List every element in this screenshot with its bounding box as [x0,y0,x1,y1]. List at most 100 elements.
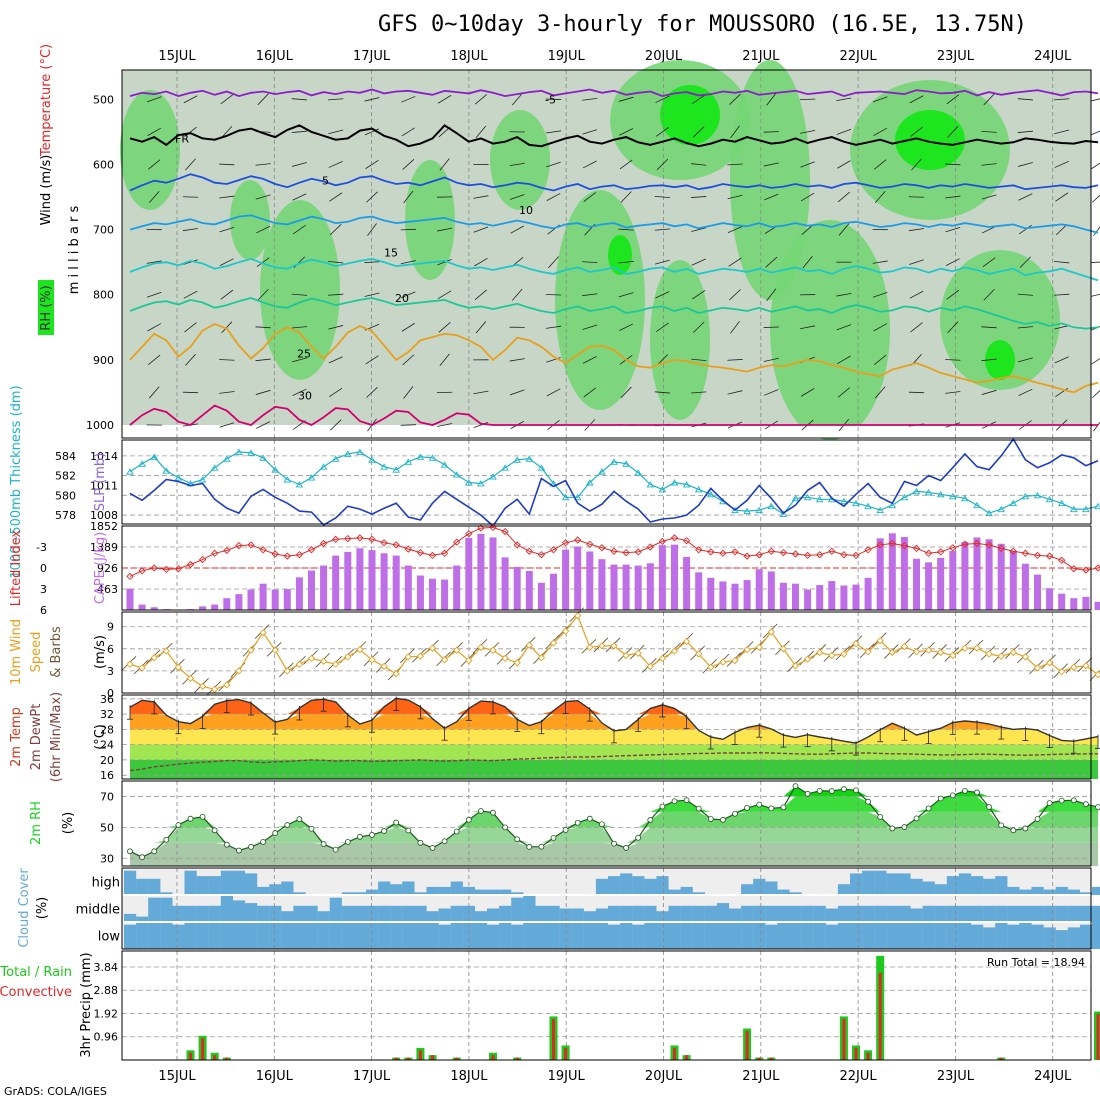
cloud-cell [886,922,898,949]
cloud-cell [402,882,414,896]
cloud-cell [572,922,584,949]
cloud-cell [596,879,608,895]
rh-marker [866,799,871,804]
temperature-band [130,745,1098,760]
cloud-cell [1056,887,1068,895]
cloud-cell [318,911,330,922]
cape-bar [477,534,484,610]
cape-bar [1058,594,1065,610]
cloud-cell [427,887,439,895]
rh-marker [515,837,520,842]
rh-marker [345,839,350,844]
cape-bar [344,552,351,610]
precip-convective-bar [842,1019,845,1060]
cape-bar [647,563,654,610]
cape-bar [961,542,968,610]
wind-speed-marker [127,661,133,667]
wind-barb [1091,95,1100,103]
rh-marker [176,823,181,828]
cloud-cell [1032,925,1044,949]
rh-marker [769,806,774,811]
cape-bar [356,548,363,610]
precip-tick: 1.92 [94,1007,119,1020]
cloud-cell [197,906,209,922]
rh-marker [152,849,157,854]
rh-marker [1059,798,1064,803]
cape-bar [635,566,642,610]
cloud-cell [669,906,681,922]
pressure-tick: 1000 [86,419,114,432]
rh-marker [648,817,653,822]
rh-marker [188,816,193,821]
rh-marker [781,805,786,810]
cloud-cell [656,911,668,922]
cloud-cell [172,925,184,949]
cloud-cell [136,922,148,949]
cloud-cell [608,876,620,895]
lifted-index-tick: -3 [36,541,47,554]
cloud-cell [209,906,221,922]
cloud-cell [753,879,765,895]
wind-speed-marker [381,663,387,669]
cloud-cell [959,922,971,949]
temperature-tick: 36 [100,693,114,706]
cloud-cell [862,906,874,922]
temperature-band [130,760,1098,779]
cloud-cell [729,922,741,949]
temperature-label: Temperature (°C) [39,44,54,157]
precip-convective-label: Convective [0,985,72,1000]
cloud-cell [995,922,1007,949]
rh-marker [829,789,834,794]
cape-bar [780,583,787,610]
cape-bar [538,583,545,610]
lifted-index-tick: 3 [40,583,47,596]
cape-bar [695,572,702,610]
cloud-cell [693,906,705,922]
cape-bar [526,571,533,610]
cloud-cell [1019,922,1031,949]
cloud-cell [874,871,886,895]
wind-speed-marker [914,649,920,655]
wind-barb [1090,192,1100,202]
cape-bar [332,556,339,610]
cloud-cell [560,922,572,949]
precip-convective-bar [746,1031,749,1060]
lifted-index-tick: 6 [40,604,47,617]
cloud-cell [620,906,632,922]
cape-bar [296,577,303,610]
rh-marker [285,823,290,828]
cloud-cell [548,906,560,922]
cape-bar [586,551,593,610]
rh-marker [854,788,859,793]
rh-marker [926,806,931,811]
date-label-bottom: 22JUL [840,1069,878,1084]
cloud-cell [1092,906,1100,922]
thickness-tick: 578 [55,509,76,522]
chart-title: GFS 0~10day 3-hourly for MOUSSORO (16.5E… [378,12,1027,37]
cloud-cell [935,906,947,922]
rh-marker [357,834,362,839]
cloud-cell [185,922,197,949]
isotherm-label: 15 [384,246,398,259]
wind-speed-marker [986,651,992,657]
temperature-axis-label-2: 2m DewPt [29,704,44,771]
cloud-cell [911,879,923,895]
cloud-cell [874,922,886,949]
cloud-cell [838,922,850,949]
cloud-cell [596,909,608,923]
cloud-axis-label: Cloud Cover [17,868,32,948]
cloud-cell [705,922,717,949]
cloud-cell [947,906,959,922]
cloud-cell [935,922,947,949]
cape-bar [1010,551,1017,610]
cloud-cell [402,906,414,922]
cape-bar [949,551,956,610]
cloud-cell [414,922,426,949]
rh-marker [975,790,980,795]
pressure-tick: 600 [93,158,114,171]
cloud-cell [584,922,596,949]
rh-marker [200,814,205,819]
wind-tick: 9 [107,621,114,634]
thickness-tick: 582 [55,470,76,483]
cape-bar [223,598,230,610]
